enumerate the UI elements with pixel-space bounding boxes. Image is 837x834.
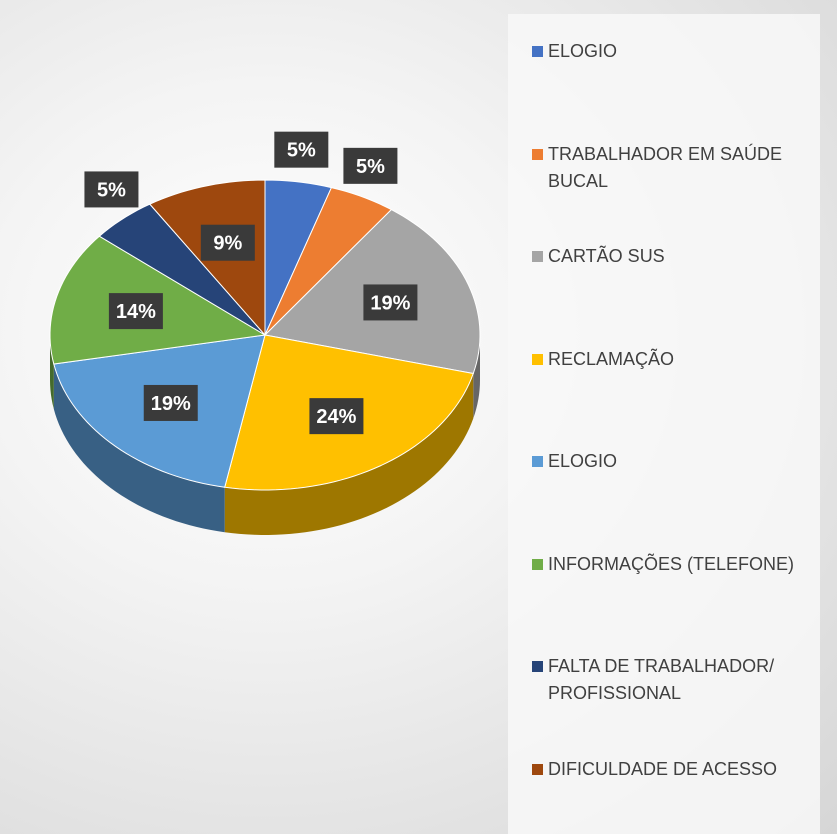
- legend-label: ELOGIO: [548, 41, 618, 61]
- data-label-text: 9%: [213, 233, 242, 255]
- legend-swatch: [532, 148, 543, 160]
- legend-item: DIFICULDADE DE ACESSO: [532, 756, 837, 783]
- data-label-text: 5%: [287, 140, 316, 162]
- data-label: 5%: [84, 171, 139, 208]
- pie-side: [53, 364, 225, 533]
- data-label-box: [84, 171, 139, 208]
- data-label-box: [343, 147, 398, 184]
- legend-item: TRABALHADOR EM SAÚDE BUCAL: [532, 141, 837, 195]
- data-label-text: 5%: [97, 179, 126, 201]
- legend-swatch: [532, 46, 543, 57]
- legend-label: INFORMAÇÕES (TELEFONE): [548, 553, 795, 574]
- legend-label: CARTÃO SUS: [548, 246, 665, 266]
- data-label-box: [309, 398, 364, 435]
- pie-side: [50, 335, 54, 410]
- data-label-box: [274, 131, 329, 168]
- data-label-box: [200, 224, 255, 261]
- data-label-text: 19%: [151, 393, 191, 415]
- data-label: 5%: [343, 147, 398, 184]
- legend-item: FALTA DE TRABALHADOR/ PROFISSIONAL: [532, 653, 837, 707]
- legend-label: RECLAMAÇÃO: [548, 348, 675, 369]
- data-label: 19%: [363, 284, 418, 321]
- data-label: 19%: [143, 384, 198, 421]
- data-label-box: [143, 384, 198, 421]
- data-label-text: 14%: [116, 301, 156, 323]
- legend-label: TRABALHADOR EM SAÚDE BUCAL: [548, 143, 783, 191]
- data-label-box: [108, 293, 163, 330]
- legend-item: ELOGIO: [532, 448, 837, 475]
- legend-swatch: [532, 558, 543, 570]
- pie-slice: [98, 203, 266, 336]
- legend-label: ELOGIO: [548, 451, 618, 471]
- legend-swatch: [532, 661, 543, 672]
- data-label: 9%: [200, 224, 255, 261]
- data-label: 14%: [108, 293, 163, 330]
- data-label-text: 19%: [370, 292, 410, 314]
- legend-item: CARTÃO SUS: [532, 243, 837, 270]
- legend-item: RECLAMAÇÃO: [532, 346, 837, 373]
- data-label-box: [363, 284, 418, 321]
- data-label: 24%: [309, 398, 364, 435]
- legend-label: DIFICULDADE DE ACESSO: [548, 758, 778, 779]
- pie-slice: [264, 179, 333, 336]
- legend-swatch: [532, 353, 543, 365]
- legend-swatch: [532, 456, 543, 467]
- legend: ELOGIO TRABALHADOR EM SAÚDE BUCAL CARTÃO S…: [508, 14, 820, 834]
- data-label: 5%: [274, 131, 329, 168]
- pie-slice: [264, 187, 393, 336]
- legend-item: ELOGIO: [532, 38, 837, 65]
- legend-item: INFORMAÇÕES (TELEFONE): [532, 551, 837, 578]
- data-label-text: 24%: [316, 406, 356, 428]
- legend-swatch: [532, 763, 543, 775]
- legend-label: FALTA DE TRABALHADOR/ PROFISSIONAL: [548, 656, 775, 703]
- legend-swatch: [532, 251, 543, 262]
- pie-side: [224, 373, 474, 535]
- data-label-text: 5%: [356, 156, 385, 178]
